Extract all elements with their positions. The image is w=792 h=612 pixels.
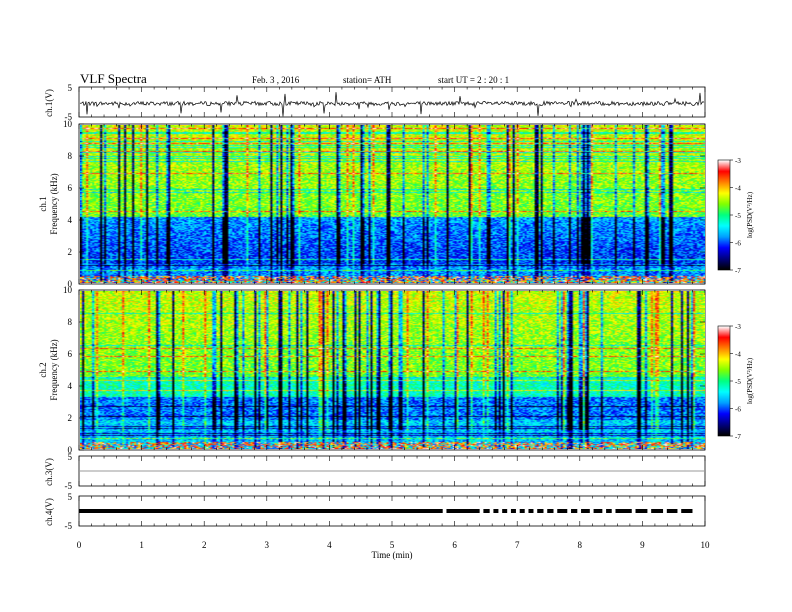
ch4-series-segment	[681, 509, 693, 513]
xaxis-tick-label: 7	[515, 540, 520, 550]
yaxis-tick-label: 0	[68, 279, 73, 289]
xaxis-label: Time (min)	[372, 550, 413, 560]
xaxis-tick-label: 3	[265, 540, 270, 550]
yaxis-tick-label: -5	[65, 521, 73, 531]
ch4-series-segment	[615, 509, 632, 513]
ch4-series-segment	[502, 509, 508, 513]
ch4-series-segment	[557, 509, 568, 513]
yaxis-tick-label: -5	[65, 112, 73, 122]
yaxis-tick-label: 0	[68, 445, 73, 455]
xaxis-tick-label: 6	[452, 540, 457, 550]
colorbar-tick-label: -4	[735, 185, 741, 193]
ch4-series-segment	[571, 509, 578, 513]
date-label: Feb. 3 , 2016	[252, 75, 300, 85]
ch4-series-segment	[635, 509, 648, 513]
xaxis-tick-label: 1	[139, 540, 144, 550]
colorbar-tick-label: -6	[735, 240, 741, 248]
ch4-series-segment	[666, 509, 678, 513]
ch4-series-segment	[547, 509, 554, 513]
yaxis-tick-label: 5	[68, 452, 73, 462]
colorbar-tick-label: -4	[735, 351, 741, 359]
yaxis-tick-label: 10	[63, 119, 73, 129]
ch1-spec-ylabel-freq: Frequency (kHz)	[49, 173, 59, 234]
xaxis-tick-label: 2	[202, 540, 207, 550]
ch4-series-segment	[651, 509, 664, 513]
ch4-series-segment	[483, 509, 490, 513]
ch1-ylabel: ch.1(V)	[44, 89, 54, 117]
ch1-series-line	[79, 92, 705, 117]
ch4-series-segment	[581, 509, 590, 513]
xaxis-tick-label: 8	[578, 540, 583, 550]
start-time-label: start UT = 2 : 20 : 1	[438, 75, 509, 85]
colorbar-tick-label: -5	[735, 212, 741, 220]
ch4-series-segment	[79, 509, 443, 513]
xaxis-tick-label: 9	[640, 540, 645, 550]
yaxis-tick-label: 5	[68, 83, 73, 93]
ch2-spectrogram-image	[80, 291, 705, 449]
figure-title: VLF Spectra	[80, 71, 147, 86]
ch1-spectrogram-image	[80, 125, 705, 283]
yaxis-tick-label: 4	[68, 381, 73, 391]
yaxis-tick-label: 2	[68, 413, 73, 423]
ch3-ylabel: ch.3(V)	[44, 458, 54, 486]
yaxis-tick-label: 6	[68, 349, 73, 359]
colorbar-tick-label: -3	[735, 323, 741, 331]
xaxis-tick-label: 4	[327, 540, 332, 550]
xaxis-tick-label: 0	[77, 540, 82, 550]
colorbar-ticks: -3 -4 -5 -6 -7 -3 -4 -5 -6 -7	[730, 157, 741, 441]
yaxis-tick-label: 10	[63, 285, 73, 295]
station-label: station= ATH	[343, 75, 392, 85]
colorbar-tick-label: -7	[735, 433, 741, 441]
ch4-series-segment	[606, 509, 612, 513]
ch1-colorbar-label: log(PSD(V²/Hz)	[746, 191, 754, 238]
yaxis-tick-label: 2	[68, 247, 73, 257]
ch2-colorbar	[718, 326, 730, 436]
colorbar-tick-label: -6	[735, 406, 741, 414]
ch1-spec-ylabel-channel: ch.1	[38, 196, 48, 211]
ch4-series-segment	[510, 509, 516, 513]
yaxis-tick-label: 4	[68, 215, 73, 225]
ch2-colorbar-label: log(PSD(V²/Hz)	[746, 357, 754, 404]
ch2-spec-ylabel-channel: ch.2	[38, 362, 48, 377]
colorbar-tick-label: -7	[735, 267, 741, 275]
colorbar-tick-label: -3	[735, 157, 741, 165]
ch1-colorbar	[718, 160, 730, 270]
ch4-series-segment	[493, 509, 499, 513]
xaxis-tick-label: 10	[701, 540, 711, 550]
yaxis-tick-label: 8	[68, 151, 73, 161]
ch4-series-segment	[446, 509, 480, 513]
ch4-series-segment	[528, 509, 534, 513]
ch4-series-segment	[537, 509, 544, 513]
colorbar-tick-label: -5	[735, 378, 741, 386]
xaxis-tick-label: 5	[390, 540, 395, 550]
ch4-series-segment	[519, 509, 525, 513]
yaxis-tick-label: 6	[68, 183, 73, 193]
yaxis-tick-label: -5	[65, 481, 73, 491]
ch4-ylabel: ch.4(V)	[44, 498, 54, 526]
ch4-series	[79, 509, 693, 513]
yaxis-tick-label: 8	[68, 317, 73, 327]
ch4-series-segment	[593, 509, 603, 513]
ch2-spec-ylabel-freq: Frequency (kHz)	[49, 339, 59, 400]
yaxis-tick-label: 5	[68, 492, 73, 502]
